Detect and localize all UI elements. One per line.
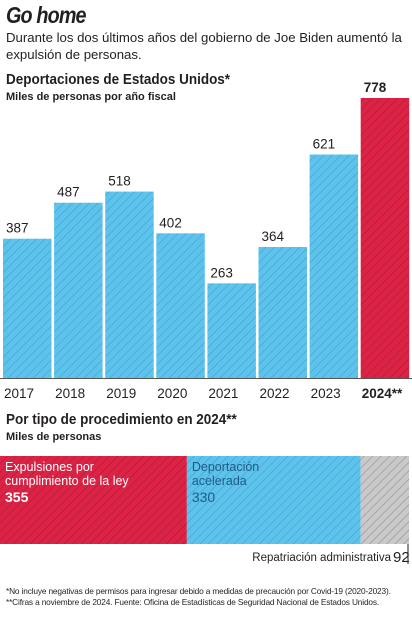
chart1-subtitle: Miles de personas por año fiscal [6,91,176,103]
bar-2020 [156,233,205,378]
bar-2023 [309,154,359,378]
segment-2 [186,456,361,544]
tick-label-2021: 2021 [208,386,238,401]
value-label-2019: 518 [108,174,131,189]
value-label-2024**: 778 [364,80,387,95]
segment-3 [360,456,409,544]
value-label-2023: 621 [313,137,336,152]
bar-2018 [54,202,103,378]
segment-value-2: 330 [192,489,216,505]
value-label-2018: 487 [57,185,80,200]
bar-2024** [360,98,410,378]
segment-label-2: Deportación acelerada [192,460,259,488]
tick-label-2022: 2022 [260,386,290,401]
page-title: Go home [6,2,87,28]
footnote-1: *No incluye negativas de permisos para i… [6,586,391,596]
tick-label-2020: 2020 [157,386,187,401]
footnote-2: **Cifras a noviembre de 2024. Fuente: Of… [6,597,380,607]
chart2-subtitle: Miles de personas [6,431,102,443]
chart2-title: Por tipo de procedimiento en 2024** [6,412,237,428]
procedure-stacked-bar: Expulsiones por cumplimiento de la ley355… [0,456,410,566]
segment-label-3: Repatriación administrativa [252,552,391,564]
value-label-2022: 364 [262,229,285,244]
page-subtitle: Durante los dos últimos años del gobiern… [6,30,402,62]
tick-label-2017: 2017 [4,386,34,401]
tick-label-2024**: 2024** [362,386,403,401]
bar-2017 [3,238,52,378]
value-label-2017: 387 [6,221,29,236]
value-label-2020: 402 [159,215,182,230]
bar-2021 [207,283,256,378]
deportations-bar-chart: 387 2017 487 2018 518 2019 402 2020 263 2021 364 20… [0,80,412,401]
segment-label-1: Expulsiones por cumplimiento de la ley [5,460,129,488]
value-label-2021: 263 [210,265,233,280]
bar-2022 [258,246,307,378]
segment-value-1: 355 [5,489,29,505]
footnotes: *No incluye negativas de permisos para i… [6,586,410,608]
tick-label-2019: 2019 [106,386,136,401]
segment-1 [0,456,187,544]
bar-2019 [105,191,154,378]
tick-label-2018: 2018 [55,386,85,401]
tick-label-2023: 2023 [311,386,341,401]
chart1-title: Deportaciones de Estados Unidos* [6,72,231,88]
segment-value-3: 92 [393,549,410,566]
